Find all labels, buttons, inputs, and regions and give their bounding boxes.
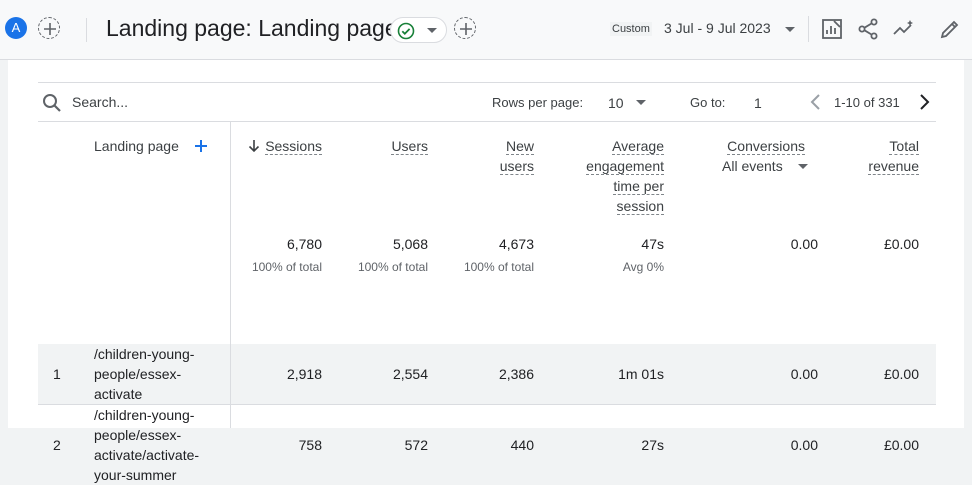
status-ok-icon [397,22,415,40]
rows-per-page-select[interactable]: 10 [608,95,624,111]
row-divider [38,404,936,405]
row-users: 572 [404,437,428,453]
report-card: Rows per page: 10 Go to: 1 1-10 of 331 L… [8,60,964,483]
column-header-sessions[interactable]: Sessions [265,138,322,155]
row-new-users: 440 [510,437,534,453]
page-title: Landing page: Landing page [106,15,398,41]
date-range-picker[interactable]: 3 Jul - 9 Jul 2023 [664,20,771,36]
table-row[interactable] [38,344,936,404]
dimension-header[interactable]: Landing page [94,138,179,154]
data-table: Landing page Sessions Users New users Ave… [38,122,936,483]
property-avatar[interactable]: A [5,17,27,39]
chevron-down-icon[interactable] [785,27,795,33]
total-users-sub: 100% of total [357,260,428,274]
column-header-users[interactable]: Users [391,138,428,155]
search-icon [43,94,61,112]
go-to-label: Go to: [690,95,726,110]
column-header-avg-engagement[interactable]: Average engagement time per session [586,138,664,215]
chevron-down-icon[interactable] [636,100,646,106]
plus-icon [44,23,56,35]
total-new-users-sub: 100% of total [463,260,534,274]
edit-icon[interactable] [938,17,962,41]
row-sessions: 758 [298,437,322,453]
row-conversions: 0.00 [790,366,818,382]
chevron-down-icon[interactable] [798,164,808,170]
add-dimension-icon[interactable] [194,139,208,153]
column-header-conversions[interactable]: Conversions [727,138,805,155]
total-conversions: 0.00 [790,236,818,252]
chevron-right-icon[interactable] [914,92,934,112]
row-number: 1 [53,366,61,382]
sort-descending-icon[interactable] [248,139,260,153]
column-header-new-users[interactable]: New users [499,138,534,175]
row-landing-page[interactable]: /children-young-people/essex-activate/ac… [94,407,200,483]
row-revenue: £0.00 [883,366,919,382]
rows-per-page-label: Rows per page: [492,95,584,110]
row-sessions: 2,918 [286,366,322,382]
total-sessions: 6,780 [286,236,322,252]
total-users: 5,068 [392,236,428,252]
column-divider [230,122,231,428]
row-revenue: £0.00 [883,437,919,453]
insights-icon[interactable] [892,17,916,41]
go-to-input[interactable]: 1 [754,95,762,111]
status-chip[interactable] [390,17,447,43]
search-input[interactable] [72,92,272,112]
row-users: 2,554 [392,366,428,382]
row-landing-page[interactable]: /children-young-people/essex-activate [94,346,195,402]
row-new-users: 2,386 [498,366,534,382]
add-comparison-button[interactable] [38,17,60,39]
row-number: 2 [53,437,61,453]
customize-report-icon[interactable] [820,17,844,41]
row-conversions: 0.00 [790,437,818,453]
header-divider [808,16,809,42]
total-avg-engagement: 47s [641,236,664,252]
pagination-range: 1-10 of 331 [834,95,900,110]
column-header-total-revenue[interactable]: Total revenue [868,138,919,175]
report-header: A Landing page: Landing page Custom 3 Ju… [0,0,972,60]
chevron-left-icon[interactable] [806,92,826,112]
chevron-down-icon [427,28,437,33]
plus-icon [460,23,472,35]
conversions-event-filter[interactable]: All events [722,158,783,174]
total-new-users: 4,673 [498,236,534,252]
add-filter-button[interactable] [454,17,476,39]
total-sessions-sub: 100% of total [251,260,322,274]
row-avg-engagement: 27s [641,437,664,453]
total-avg-engagement-sub: Avg 0% [622,260,664,274]
table-toolbar: Rows per page: 10 Go to: 1 1-10 of 331 [38,82,936,122]
date-preset-label: Custom [610,22,652,36]
total-revenue: £0.00 [883,236,919,252]
header-divider [86,18,87,42]
row-avg-engagement: 1m 01s [618,366,664,382]
share-icon[interactable] [856,17,880,41]
